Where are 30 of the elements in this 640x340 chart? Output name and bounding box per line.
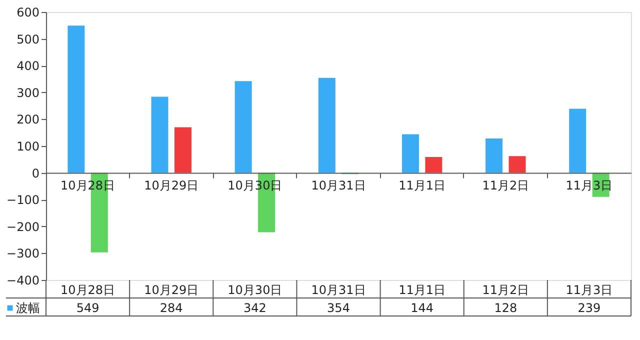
y-tick-label: −300: [6, 246, 40, 261]
x-tick-label: 11月2日: [482, 178, 530, 192]
y-tick-label: 500: [16, 32, 40, 46]
data-label: 144: [410, 301, 434, 315]
category-label: 10月29日: [144, 283, 199, 297]
data-label: 549: [76, 301, 100, 315]
category-label: 11月1日: [398, 283, 446, 297]
y-tick-label: 400: [16, 59, 40, 74]
data-label: 239: [578, 301, 601, 315]
category-label: 10月30日: [228, 283, 282, 297]
category-label: 11月2日: [482, 283, 530, 297]
x-tick-label: 10月29日: [144, 178, 199, 192]
data-label: 128: [494, 301, 518, 315]
y-tick-label: −100: [6, 193, 40, 208]
data-label: 284: [160, 301, 183, 315]
y-tick-label: 600: [16, 6, 40, 20]
category-label: 11月3日: [566, 283, 613, 297]
category-label: 10月28日: [60, 283, 116, 297]
y-tick-label: 200: [16, 112, 40, 127]
data-label: 342: [243, 301, 266, 315]
x-tick-label: 10月31日: [311, 178, 366, 192]
x-tick-label: 11月1日: [398, 178, 446, 192]
y-tick-label: 0: [32, 166, 40, 180]
category-label: 10月31日: [311, 283, 366, 297]
y-tick-label: 100: [16, 140, 40, 154]
y-tick-label: −400: [6, 274, 40, 288]
y-tick-label: 300: [16, 86, 40, 100]
y-tick-label: −200: [6, 220, 40, 234]
legend-label: 波幅: [16, 301, 40, 315]
data-label: 354: [327, 301, 350, 315]
